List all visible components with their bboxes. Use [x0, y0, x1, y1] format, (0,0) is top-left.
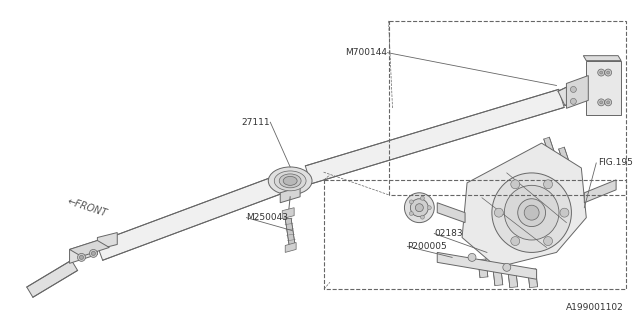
Circle shape [428, 206, 431, 210]
Polygon shape [70, 241, 97, 263]
Text: FIG.195: FIG.195 [598, 158, 633, 167]
Polygon shape [97, 233, 117, 249]
Circle shape [605, 69, 612, 76]
Ellipse shape [268, 167, 312, 195]
Ellipse shape [279, 174, 301, 188]
Polygon shape [586, 60, 621, 115]
Circle shape [605, 99, 612, 106]
Ellipse shape [518, 199, 545, 227]
Polygon shape [285, 243, 296, 252]
Polygon shape [558, 79, 589, 106]
Circle shape [468, 253, 476, 261]
Text: M700144: M700144 [346, 48, 388, 57]
Text: P200005: P200005 [408, 242, 447, 251]
Ellipse shape [410, 199, 428, 217]
Circle shape [511, 236, 520, 245]
Circle shape [560, 208, 569, 217]
Polygon shape [584, 180, 616, 203]
Circle shape [600, 71, 603, 74]
Circle shape [90, 249, 97, 257]
Polygon shape [493, 267, 503, 286]
Ellipse shape [404, 193, 435, 223]
Circle shape [420, 215, 424, 219]
Polygon shape [280, 187, 300, 203]
Polygon shape [437, 203, 465, 223]
Circle shape [543, 180, 552, 189]
Circle shape [598, 69, 605, 76]
Polygon shape [478, 259, 488, 278]
Text: 27111: 27111 [242, 118, 270, 127]
Polygon shape [282, 208, 294, 219]
Text: M250043: M250043 [246, 213, 289, 222]
Text: A199001102: A199001102 [566, 303, 624, 312]
Ellipse shape [415, 204, 423, 212]
Circle shape [600, 101, 603, 104]
Circle shape [607, 71, 610, 74]
Polygon shape [96, 176, 282, 260]
Polygon shape [583, 56, 621, 60]
Circle shape [77, 253, 86, 261]
Polygon shape [285, 218, 295, 246]
Polygon shape [566, 76, 588, 108]
Ellipse shape [524, 205, 539, 220]
Polygon shape [559, 147, 569, 164]
Polygon shape [462, 143, 586, 267]
Polygon shape [70, 241, 109, 256]
Circle shape [494, 208, 503, 217]
Ellipse shape [284, 176, 297, 185]
Circle shape [570, 86, 577, 92]
Circle shape [420, 196, 424, 200]
Polygon shape [305, 89, 564, 184]
Circle shape [410, 200, 413, 204]
Circle shape [79, 255, 83, 260]
Ellipse shape [504, 185, 559, 240]
Polygon shape [437, 252, 536, 279]
Circle shape [607, 101, 610, 104]
Circle shape [543, 236, 552, 245]
Ellipse shape [275, 171, 306, 191]
Polygon shape [27, 260, 77, 297]
Text: 02183: 02183 [435, 229, 463, 238]
Polygon shape [528, 269, 538, 288]
Ellipse shape [492, 173, 572, 252]
Circle shape [503, 263, 511, 271]
Circle shape [570, 98, 577, 104]
Polygon shape [508, 269, 518, 288]
Text: ←FRONT: ←FRONT [66, 196, 109, 219]
Circle shape [598, 99, 605, 106]
Circle shape [92, 252, 95, 255]
Circle shape [511, 180, 520, 189]
Polygon shape [544, 137, 554, 154]
Circle shape [410, 212, 413, 216]
